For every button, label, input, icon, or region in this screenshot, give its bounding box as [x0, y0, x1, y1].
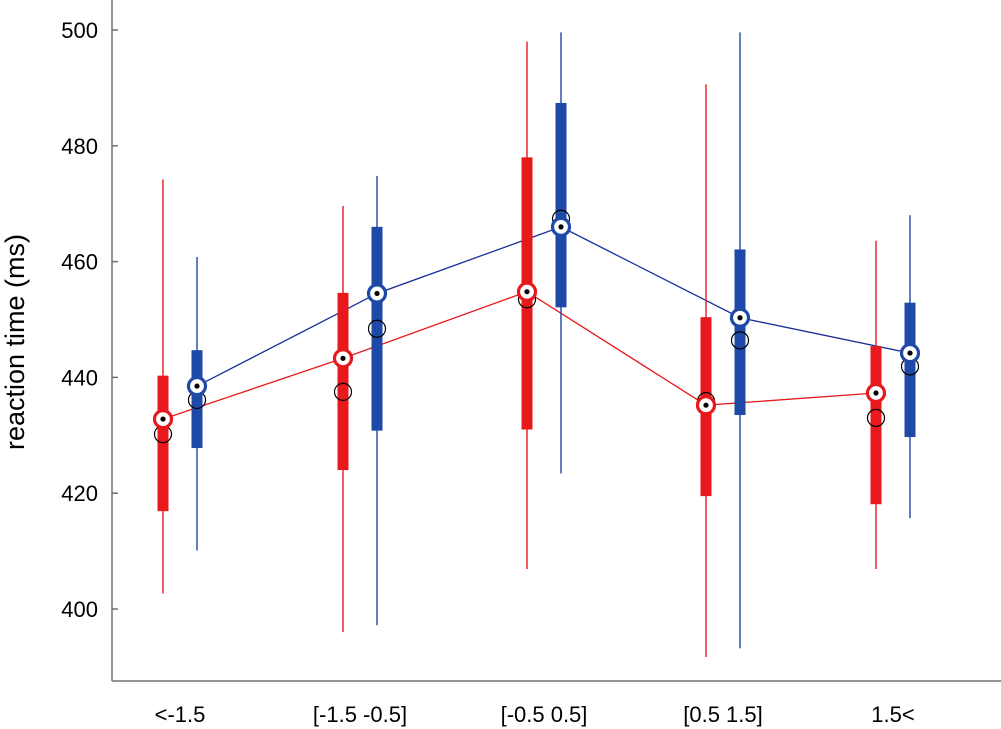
y-axis-title: reaction time (ms) [0, 234, 30, 450]
mean-dot [374, 290, 380, 297]
mean-dot [340, 355, 346, 361]
mean-dot [703, 402, 709, 408]
iqr-box [337, 292, 349, 471]
median-marker [730, 331, 750, 350]
series-layer [152, 32, 921, 658]
y-tick-label: 440 [61, 365, 98, 390]
iqr-box [371, 226, 383, 431]
iqr-box [191, 350, 203, 449]
y-tick-label: 500 [61, 18, 98, 43]
mean-dot [873, 390, 879, 396]
iqr-box [555, 102, 567, 308]
median-marker [866, 408, 886, 428]
mean-dot [194, 383, 200, 389]
median-marker [367, 319, 387, 338]
mean-dot [558, 224, 564, 230]
x-tick-label: [0.5 1.5] [683, 702, 763, 727]
series-1 [152, 41, 887, 658]
axes: reaction time (ms) [0, 0, 1001, 682]
iqr-box [157, 375, 169, 512]
median-marker [333, 382, 353, 401]
tick-labels: 400 420 440 460 480 500 <-1.5 [-1.5 -0.5] [-0.5 … [61, 18, 914, 727]
y-tick-label: 420 [61, 481, 98, 506]
iqr-box [870, 346, 882, 505]
x-tick-label: [-1.5 -0.5] [313, 702, 407, 727]
y-tick-label: 480 [61, 134, 98, 159]
mean-dot [524, 289, 530, 295]
x-tick-label: [-0.5 0.5] [501, 702, 588, 727]
y-tick-label: 400 [61, 597, 98, 622]
x-tick-label: <-1.5 [155, 702, 206, 727]
series-2-mean-line [196, 226, 911, 387]
series-1-mean-line [162, 290, 877, 420]
x-tick-label: 1.5< [871, 702, 914, 727]
mean-dot [737, 315, 743, 321]
mean-dot [907, 350, 913, 356]
series-2 [186, 32, 921, 649]
iqr-box [904, 302, 916, 438]
y-tick-label: 460 [61, 250, 98, 275]
mean-dot [160, 416, 166, 422]
